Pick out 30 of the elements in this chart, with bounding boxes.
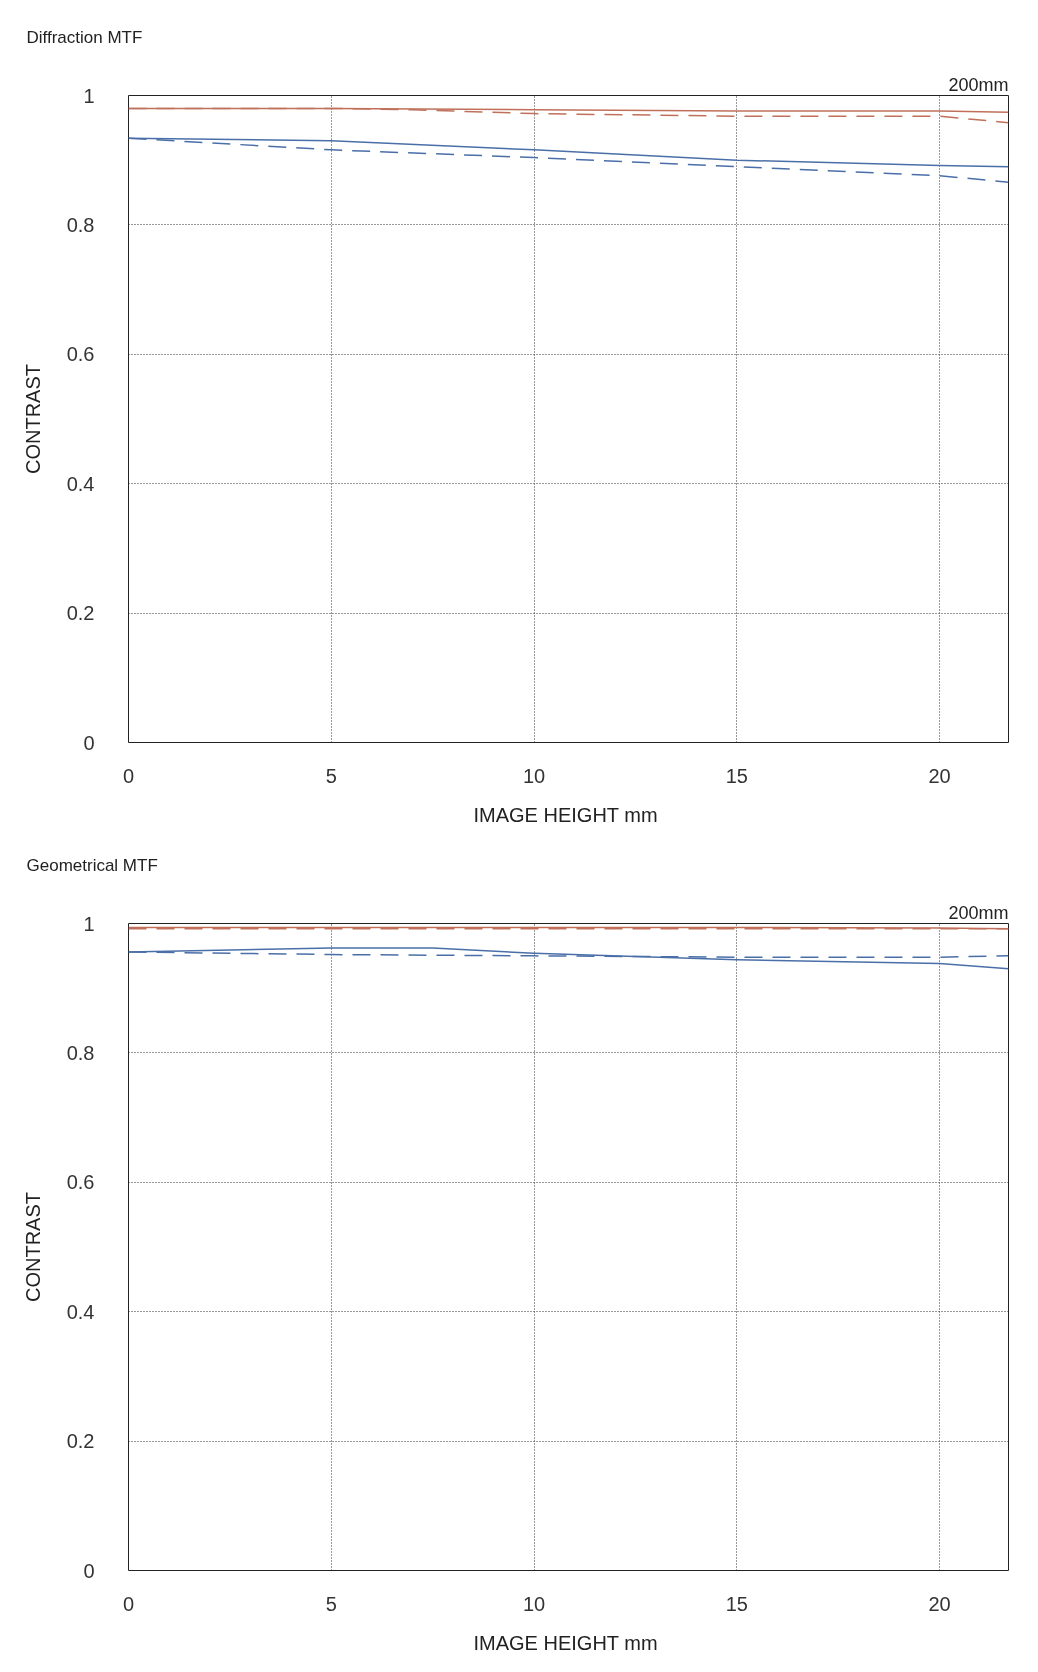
y-tick-label: 0.4 xyxy=(66,1300,95,1323)
x-axis-title: IMAGE HEIGHT mm xyxy=(473,803,658,826)
text: 200mm xyxy=(948,902,1009,923)
x-axis-title: IMAGE HEIGHT mm xyxy=(473,1631,658,1654)
y-axis-title: CONTRAST xyxy=(21,1192,44,1302)
y-axis-title: CONTRAST xyxy=(21,364,44,474)
text: 200mm xyxy=(948,74,1009,95)
y-tick-label: 0.6 xyxy=(66,343,95,366)
x-tick-label: 5 xyxy=(325,764,337,787)
x-tick-label: 5 xyxy=(325,1592,337,1615)
y-tick-label: 0.2 xyxy=(66,1430,95,1453)
y-tick-label: 0.8 xyxy=(66,1041,95,1064)
x-tick-label: 10 xyxy=(522,764,546,787)
y-tick-label: 1 xyxy=(83,84,95,107)
y-tick-label: 0.4 xyxy=(66,472,95,495)
x-tick-label: 10 xyxy=(522,1592,546,1615)
y-tick-label: 0.2 xyxy=(66,602,95,625)
y-tick-label: 0 xyxy=(83,1559,95,1582)
x-tick-label: 15 xyxy=(725,1592,748,1615)
x-tick-label: 20 xyxy=(928,764,951,787)
x-tick-label: 15 xyxy=(725,764,748,787)
chart-title: Diffraction MTF xyxy=(26,27,143,47)
x-tick-label: 0 xyxy=(122,1592,135,1615)
chart-title: Geometrical MTF xyxy=(26,855,158,875)
y-tick-label: 0.6 xyxy=(66,1171,95,1194)
y-tick-label: 0.8 xyxy=(66,213,95,236)
y-tick-label: 1 xyxy=(83,912,95,935)
x-tick-label: 0 xyxy=(122,764,135,787)
x-tick-label: 20 xyxy=(928,1592,951,1615)
y-tick-label: 0 xyxy=(83,731,95,754)
